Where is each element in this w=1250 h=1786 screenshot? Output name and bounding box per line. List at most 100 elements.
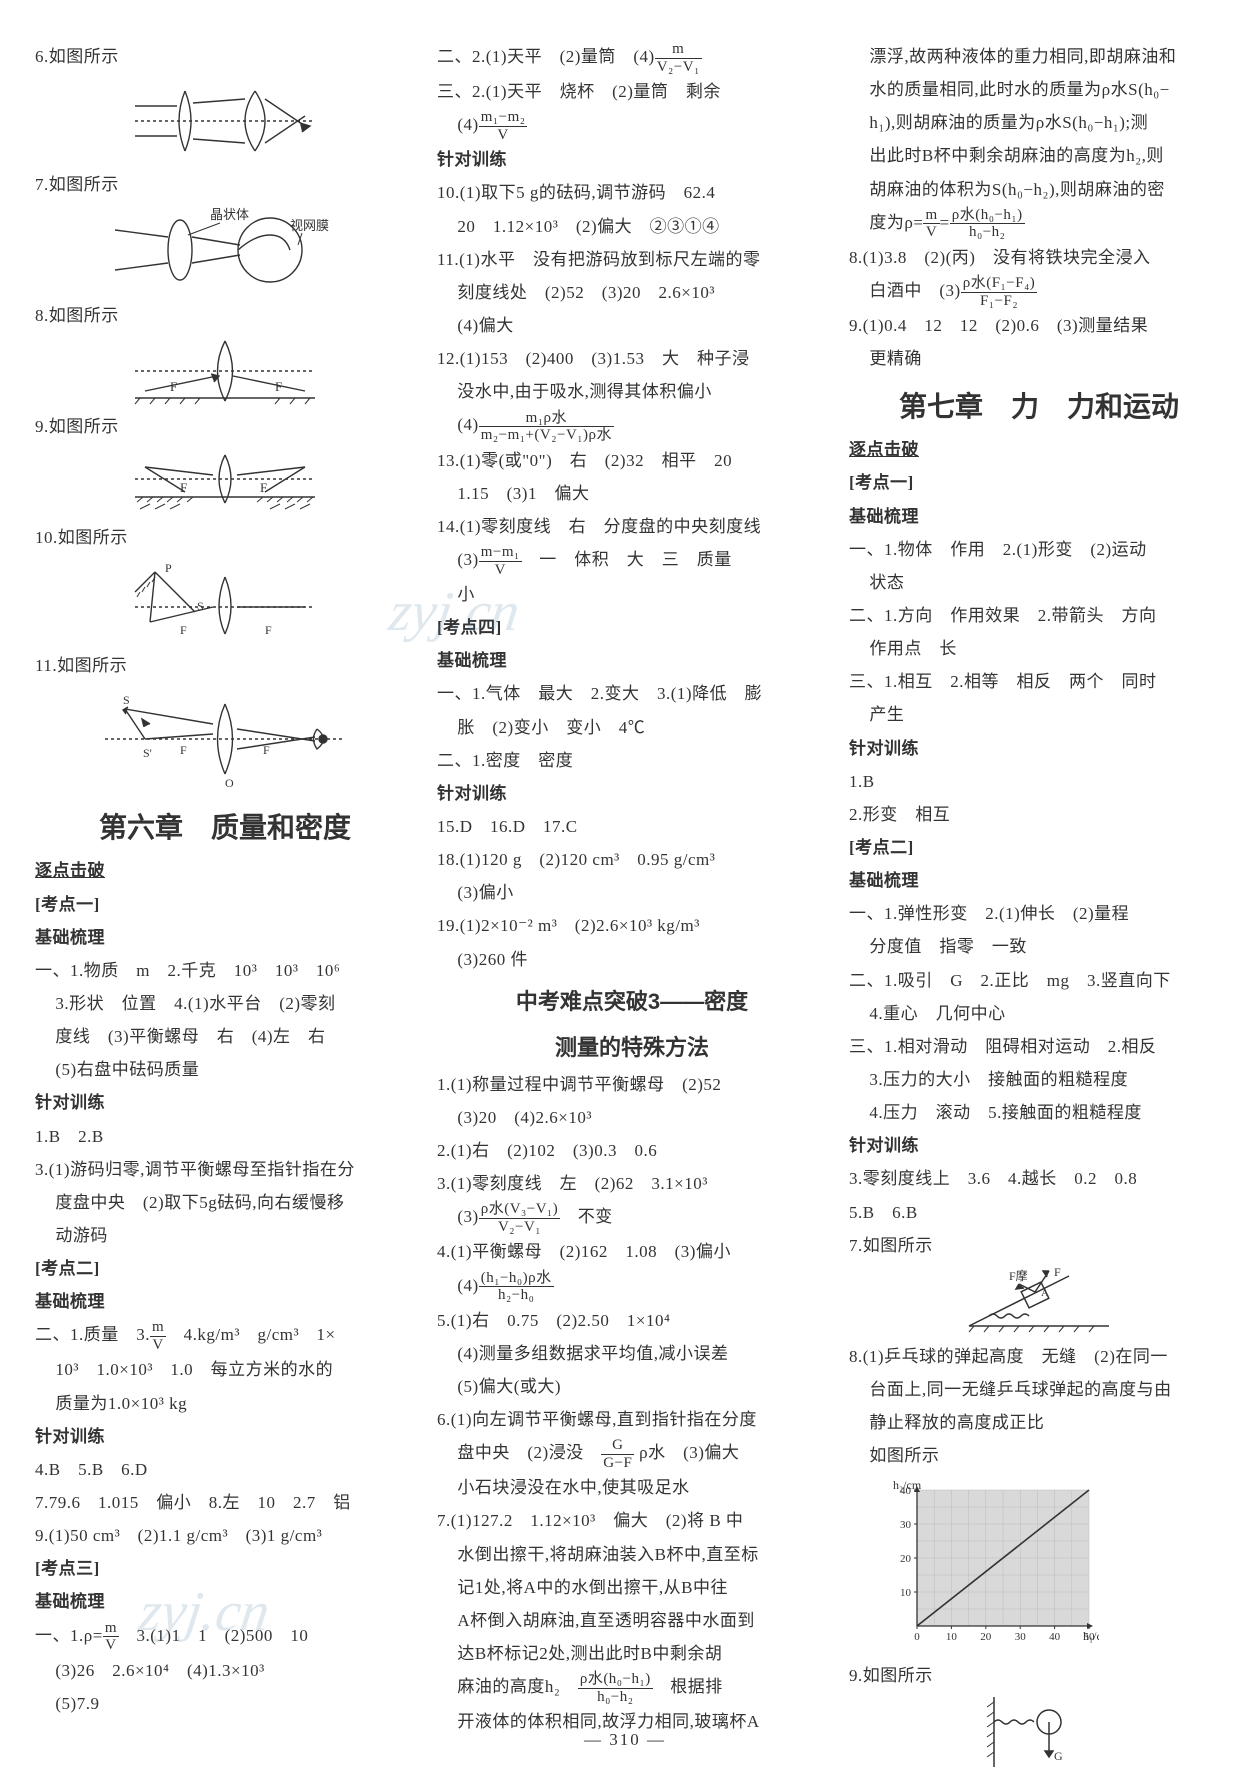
text-line: 质量为1.0×10³ kg	[35, 1387, 415, 1420]
zhendui-heading: 针对训练	[35, 1420, 415, 1453]
text-line: 三、2.(1)天平 烧杯 (2)量筒 剩余	[437, 75, 827, 108]
text-line: 10³ 1.0×10³ 1.0 每立方米的水的	[35, 1353, 415, 1386]
item-7: 7.如图所示	[35, 168, 415, 201]
text-line: A杯倒入胡麻油,直至透明容器中水面到	[437, 1604, 827, 1637]
item-11: 11.如图所示	[35, 649, 415, 682]
jichu-heading: 基础梳理	[35, 921, 415, 954]
column-1: 6.如图所示 7.如图所示	[35, 40, 415, 1720]
chapter-7-title: 第七章 力 力和运动	[849, 385, 1229, 425]
text-line: 水的质量相同,此时水的质量为ρ水S(h₀−	[849, 73, 1229, 106]
text-line: 动游码	[35, 1219, 415, 1252]
text-line: 二、1.方向 作用效果 2.带箭头 方向	[849, 599, 1229, 632]
text-line: 达B杯标记2处,测出此时B中剩余胡	[437, 1637, 827, 1670]
text-line: h₁),则胡麻油的质量为ρ水S(h₀−h₁);测	[849, 106, 1229, 139]
text-line: 4.(1)平衡螺母 (2)162 1.08 (3)偏小	[437, 1235, 827, 1268]
svg-text:F: F	[170, 379, 177, 394]
svg-text:F: F	[275, 379, 282, 394]
text-line: 11.(1)水平 没有把游码放到标尺左端的零	[437, 243, 827, 276]
text-line: 1.B 2.B	[35, 1120, 415, 1153]
text-line: 分度值 指零 一致	[849, 930, 1229, 963]
text-line: 度线 (3)平衡螺母 右 (4)左 右	[35, 1020, 415, 1053]
text-line: 更精确	[849, 342, 1229, 375]
text-line: 产生	[849, 698, 1229, 731]
kaodian-1: [考点一]	[35, 888, 415, 921]
section-heading: 逐点击破	[35, 854, 415, 887]
text-line: 二、1.吸引 G 2.正比 mg 3.竖直向下	[849, 964, 1229, 997]
svg-text:F: F	[260, 480, 267, 495]
text-line: 4.压力 滚动 5.接触面的粗糙程度	[849, 1096, 1229, 1129]
svg-text:F: F	[263, 743, 270, 757]
svg-text:F: F	[265, 623, 272, 637]
jichu-heading: 基础梳理	[35, 1585, 415, 1618]
text-line: 3.零刻度线上 3.6 4.越长 0.2 0.8	[849, 1162, 1229, 1195]
text-line: (3)m−m₁V 一 体积 大 三 质量	[437, 543, 827, 578]
text-line: 19.(1)2×10⁻² m³ (2)2.6×10³ kg/m³	[437, 909, 827, 942]
text-line: 小石块浸没在水中,使其吸足水	[437, 1471, 827, 1504]
text-line: 5.(1)右 0.75 (2)2.50 1×10⁴	[437, 1304, 827, 1337]
text-line: 度盘中央 (2)取下5g砝码,向右缓慢移	[35, 1186, 415, 1219]
figure-6	[35, 77, 415, 164]
text-line: 麻油的高度h₂ ρ水(h₀−h₁)h₀−h₂ 根据排	[437, 1670, 827, 1705]
text-line: 1.(1)称量过程中调节平衡螺母 (2)52	[437, 1068, 827, 1101]
text-line: 18.(1)120 g (2)120 cm³ 0.95 g/cm³	[437, 843, 827, 876]
item-8: 8.如图所示	[35, 299, 415, 332]
text-line: 如图所示	[849, 1439, 1229, 1472]
figure-9: F F	[35, 447, 415, 517]
text-line: (5)7.9	[35, 1687, 415, 1720]
figure-q9: G	[849, 1697, 1229, 1767]
text-line: 15.D 16.D 17.C	[437, 810, 827, 843]
zhendui-heading: 针对训练	[437, 777, 827, 810]
chart-h2-h1: 1020304001020304050h₂/cmh₁/cm	[879, 1478, 1229, 1653]
text-line: (3)ρ水(V₃−V₁)V₂−V₁ 不变	[437, 1200, 827, 1235]
text-line: 刻度线处 (2)52 (3)20 2.6×10³	[437, 276, 827, 309]
svg-text:0: 0	[914, 1631, 920, 1643]
text-line: 14.(1)零刻度线 右 分度盘的中央刻度线	[437, 510, 827, 543]
text-line: 1.15 (3)1 偏大	[437, 477, 827, 510]
text-line: 小	[437, 578, 827, 611]
fig7-label-2: 视网膜	[290, 218, 329, 233]
text-line: 7.79.6 1.015 偏小 8.左 10 2.7 铝	[35, 1486, 415, 1519]
zhendui-heading: 针对训练	[437, 143, 827, 176]
svg-text:S: S	[123, 693, 130, 707]
fig7-label-1: 晶状体	[210, 207, 249, 222]
svg-text:40: 40	[1049, 1631, 1061, 1643]
text-line: (4)偏大	[437, 309, 827, 342]
svg-text:20: 20	[900, 1553, 912, 1565]
svg-text:F: F	[180, 623, 187, 637]
text-line: 8.(1)3.8 (2)(丙) 没有将铁块完全浸入	[849, 241, 1229, 274]
text-line: 胀 (2)变小 变小 4℃	[437, 711, 827, 744]
text-line: 一、1.弹性形变 2.(1)伸长 (2)量程	[849, 897, 1229, 930]
text-line: 9.如图所示	[849, 1659, 1229, 1692]
text-line: 作用点 长	[849, 632, 1229, 665]
text-line: (3)偏小	[437, 876, 827, 909]
svg-text:10: 10	[900, 1587, 912, 1599]
text-line: (3)20 (4)2.6×10³	[437, 1101, 827, 1134]
text-line: 一、1.气体 最大 2.变大 3.(1)降低 膨	[437, 677, 827, 710]
text-line: (3)260 件	[437, 943, 827, 976]
item-9: 9.如图所示	[35, 410, 415, 443]
text-line: 3.形状 位置 4.(1)水平台 (2)零刻	[35, 987, 415, 1020]
jichu-heading: 基础梳理	[849, 500, 1229, 533]
kaodian-2: [考点二]	[849, 831, 1229, 864]
text-line: 12.(1)153 (2)400 (3)1.53 大 种子浸	[437, 342, 827, 375]
text-line: (5)右盘中砝码质量	[35, 1053, 415, 1086]
text-line: 一、1.ρ=mV 3.(1)1 1 (2)500 10	[35, 1619, 415, 1654]
text-line: 13.(1)零(或"0") 右 (2)32 相平 20	[437, 444, 827, 477]
text-line: 二、2.(1)天平 (2)量筒 (4)mV₂−V₁	[437, 40, 827, 75]
text-line: 没水中,由于吸水,测得其体积偏小	[437, 375, 827, 408]
text-line: 一、1.物质 m 2.千克 10³ 10³ 10⁶	[35, 954, 415, 987]
section-title: 中考难点突破3——密度	[437, 984, 827, 1016]
svg-text:F: F	[180, 743, 187, 757]
text-line: (5)偏大(或大)	[437, 1370, 827, 1403]
text-line: 白酒中 (3)ρ水(F₁−F₄)F₁−F₂	[849, 274, 1229, 309]
text-line: 20 1.12×10³ (2)偏大 ②③①④	[437, 210, 827, 243]
text-line: 度为ρ=mV=ρ水(h₀−h₁)h₀−h₂	[849, 206, 1229, 241]
svg-text:S': S'	[143, 746, 152, 760]
text-line: 3.压力的大小 接触面的粗糙程度	[849, 1063, 1229, 1096]
column-2: 二、2.(1)天平 (2)量筒 (4)mV₂−V₁ 三、2.(1)天平 烧杯 (…	[437, 40, 827, 1720]
text-line: (4)测量多组数据求平均值,减小误差	[437, 1337, 827, 1370]
jichu-heading: 基础梳理	[437, 644, 827, 677]
text-line: 2.(1)右 (2)102 (3)0.3 0.6	[437, 1134, 827, 1167]
figure-10: P S F F	[35, 558, 415, 645]
text-line: 9.(1)0.4 12 12 (2)0.6 (3)测量结果	[849, 309, 1229, 342]
